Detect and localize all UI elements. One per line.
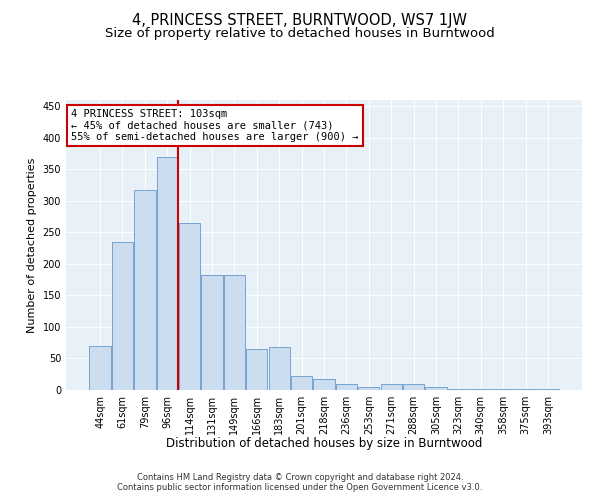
Y-axis label: Number of detached properties: Number of detached properties: [27, 158, 37, 332]
Bar: [425, 388, 446, 390]
Bar: [224, 274, 245, 390]
Text: Contains HM Land Registry data © Crown copyright and database right 2024.
Contai: Contains HM Land Registry data © Crown c…: [118, 473, 482, 492]
Bar: [358, 387, 379, 390]
Bar: [313, 380, 335, 390]
Bar: [470, 388, 491, 390]
Bar: [134, 190, 155, 390]
Bar: [179, 223, 200, 390]
Bar: [448, 388, 469, 390]
Text: 4 PRINCESS STREET: 103sqm
← 45% of detached houses are smaller (743)
55% of semi: 4 PRINCESS STREET: 103sqm ← 45% of detac…: [71, 108, 359, 142]
Bar: [403, 384, 424, 390]
Bar: [269, 347, 290, 390]
Bar: [537, 388, 559, 390]
Bar: [89, 346, 111, 390]
Bar: [291, 376, 312, 390]
Bar: [246, 349, 268, 390]
Text: Size of property relative to detached houses in Burntwood: Size of property relative to detached ho…: [105, 28, 495, 40]
Text: 4, PRINCESS STREET, BURNTWOOD, WS7 1JW: 4, PRINCESS STREET, BURNTWOOD, WS7 1JW: [133, 12, 467, 28]
Bar: [380, 384, 402, 390]
Bar: [112, 242, 133, 390]
X-axis label: Distribution of detached houses by size in Burntwood: Distribution of detached houses by size …: [166, 437, 482, 450]
Bar: [202, 274, 223, 390]
Bar: [157, 156, 178, 390]
Bar: [336, 384, 357, 390]
